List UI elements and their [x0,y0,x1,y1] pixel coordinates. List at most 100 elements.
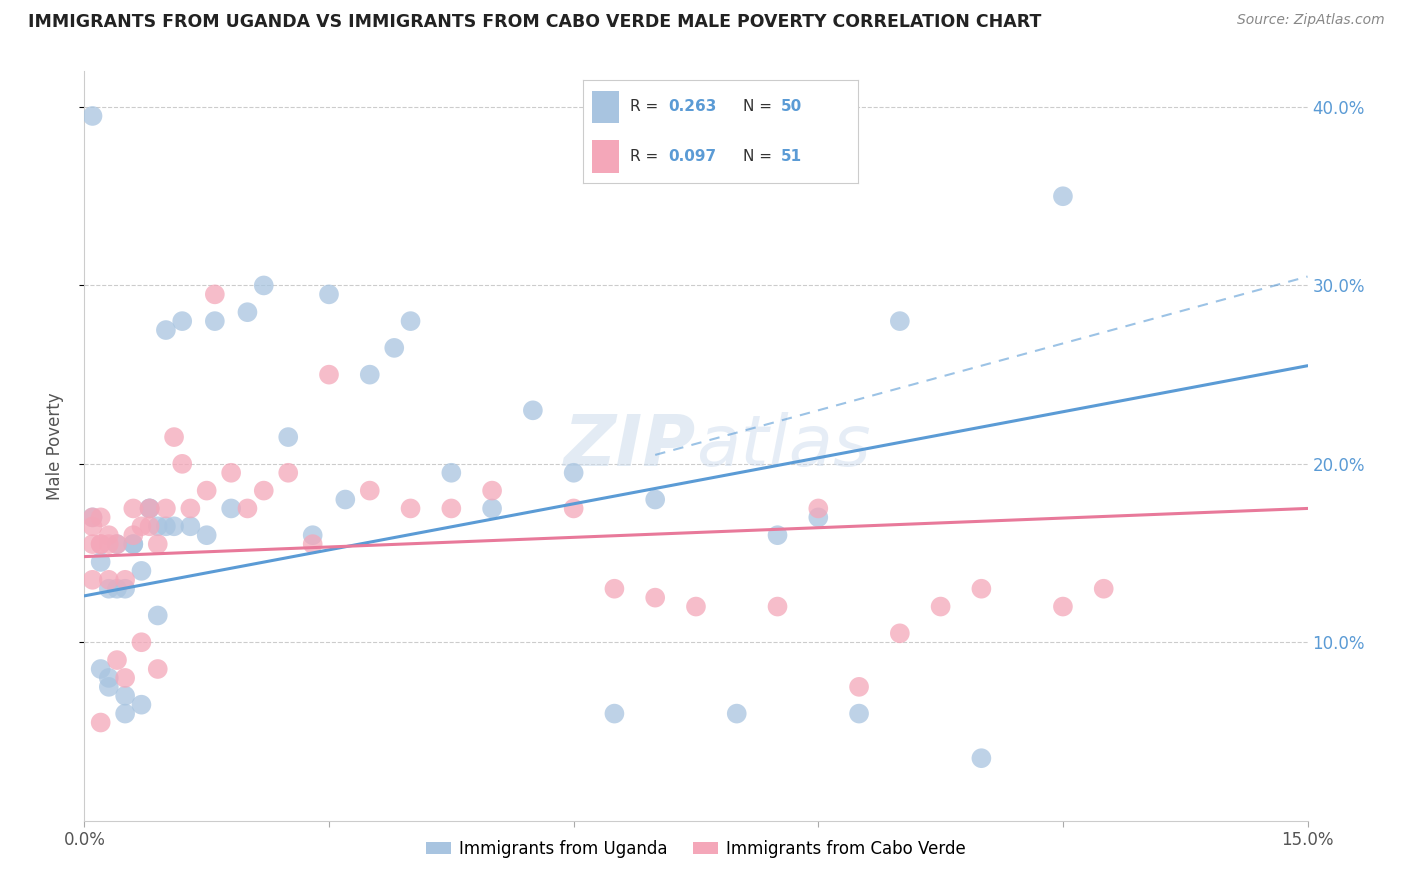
Point [253,483,276,498]
Point [219,466,242,480]
Point [138,519,160,533]
Legend: Immigrants from Uganda, Immigrants from Cabo Verde: Immigrants from Uganda, Immigrants from … [419,833,973,864]
Text: N =: N = [742,149,776,164]
Point [766,599,789,614]
Text: N =: N = [742,99,776,114]
Point [97,582,120,596]
Bar [592,140,619,173]
Text: R =: R = [630,99,664,114]
Point [807,501,830,516]
Point [359,368,381,382]
Text: 50: 50 [780,99,803,114]
Point [90,662,112,676]
Point [848,706,870,721]
Text: R =: R = [630,149,664,164]
Point [82,510,104,524]
Point [131,635,153,649]
Point [97,671,120,685]
Point [82,109,104,123]
Point [155,519,177,533]
Point [301,537,323,551]
Point [236,501,259,516]
Point [146,608,169,623]
Point [146,519,169,533]
Point [562,501,585,516]
Point [253,278,276,293]
Point [219,501,242,516]
Point [90,510,112,524]
Point [131,698,153,712]
Point [114,573,136,587]
Point [440,501,463,516]
Point [138,501,160,516]
Point [318,287,340,301]
Point [131,519,153,533]
Point [163,519,186,533]
Point [82,537,104,551]
Point [204,287,226,301]
Point [155,501,177,516]
Point [603,706,626,721]
Point [725,706,748,721]
Point [399,314,422,328]
Point [440,466,463,480]
Point [90,537,112,551]
Point [146,662,169,676]
Point [105,653,128,667]
Point [131,564,153,578]
Point [97,537,120,551]
Point [114,706,136,721]
Y-axis label: Male Poverty: Male Poverty [45,392,63,500]
Point [82,573,104,587]
Point [335,492,357,507]
Point [97,528,120,542]
Point [562,466,585,480]
Point [195,528,218,542]
Point [114,582,136,596]
Point [179,501,201,516]
Point [90,555,112,569]
Point [399,501,422,516]
Point [970,582,993,596]
Point [172,314,194,328]
Point [889,626,911,640]
Point [163,430,186,444]
Point [807,510,830,524]
Text: atlas: atlas [696,411,870,481]
Point [766,528,789,542]
Point [179,519,201,533]
Point [90,715,112,730]
Point [522,403,544,417]
Text: 0.097: 0.097 [668,149,717,164]
Point [889,314,911,328]
Point [138,501,160,516]
Point [122,501,145,516]
Point [122,537,145,551]
Text: ZIP: ZIP [564,411,696,481]
Point [82,519,104,533]
Point [114,671,136,685]
Point [1052,189,1074,203]
Point [114,689,136,703]
Text: 51: 51 [780,149,801,164]
Point [929,599,952,614]
Point [1052,599,1074,614]
Point [318,368,340,382]
Point [155,323,177,337]
Point [301,528,323,542]
Point [122,537,145,551]
Point [105,537,128,551]
Point [146,537,169,551]
Point [277,466,299,480]
Point [685,599,707,614]
Point [359,483,381,498]
Point [382,341,405,355]
Point [122,528,145,542]
Point [644,591,666,605]
Point [138,501,160,516]
Point [848,680,870,694]
Point [236,305,259,319]
Point [1092,582,1115,596]
Point [82,510,104,524]
Point [97,573,120,587]
